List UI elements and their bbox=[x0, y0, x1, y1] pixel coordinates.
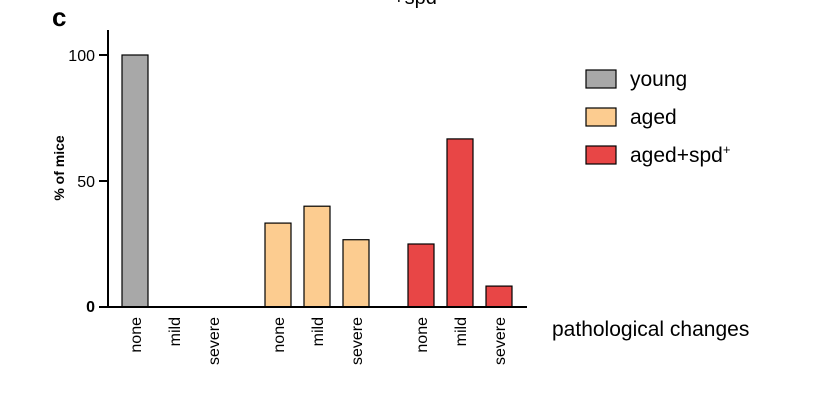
x-ticks: none mild severe none mild severe none mild seve… bbox=[128, 317, 509, 365]
y-ticks: 0 50 100 bbox=[68, 48, 108, 316]
top-clipped-text: +spd bbox=[393, 0, 437, 9]
legend-label: aged+spd+ bbox=[630, 142, 730, 167]
legend: young aged aged+spd+ bbox=[585, 68, 730, 167]
y-tick-label: 100 bbox=[68, 48, 95, 65]
bar-aged-spd-none bbox=[407, 243, 435, 308]
x-axis-label: pathological changes bbox=[552, 318, 749, 341]
plot-area bbox=[121, 54, 513, 308]
x-tick-label: severe bbox=[349, 317, 366, 365]
bar-young-none bbox=[121, 54, 149, 308]
panel-label: c bbox=[52, 2, 66, 32]
x-tick-label: severe bbox=[492, 317, 509, 365]
legend-swatch bbox=[585, 107, 617, 127]
x-tick-label: none bbox=[271, 317, 288, 353]
y-axis-label: % of mice bbox=[51, 135, 67, 201]
legend-label: young bbox=[630, 68, 687, 91]
y-tick-label: 0 bbox=[86, 299, 95, 316]
x-tick-label: mild bbox=[310, 317, 327, 346]
x-tick-label: none bbox=[128, 317, 145, 353]
bar-aged-mild bbox=[303, 205, 331, 308]
bar-aged-none bbox=[264, 222, 292, 308]
legend-label: aged bbox=[630, 106, 677, 129]
x-tick-label: severe bbox=[206, 317, 223, 365]
y-tick-label: 50 bbox=[77, 174, 95, 191]
bar-aged-severe bbox=[342, 239, 370, 308]
x-tick-label: none bbox=[414, 317, 431, 353]
x-tick-label: mild bbox=[167, 317, 184, 346]
legend-swatch bbox=[585, 69, 617, 89]
bar-aged-spd-severe bbox=[485, 285, 513, 308]
bar-aged-spd-mild bbox=[446, 138, 474, 308]
x-tick-label: mild bbox=[453, 317, 470, 346]
legend-swatch bbox=[585, 145, 617, 165]
